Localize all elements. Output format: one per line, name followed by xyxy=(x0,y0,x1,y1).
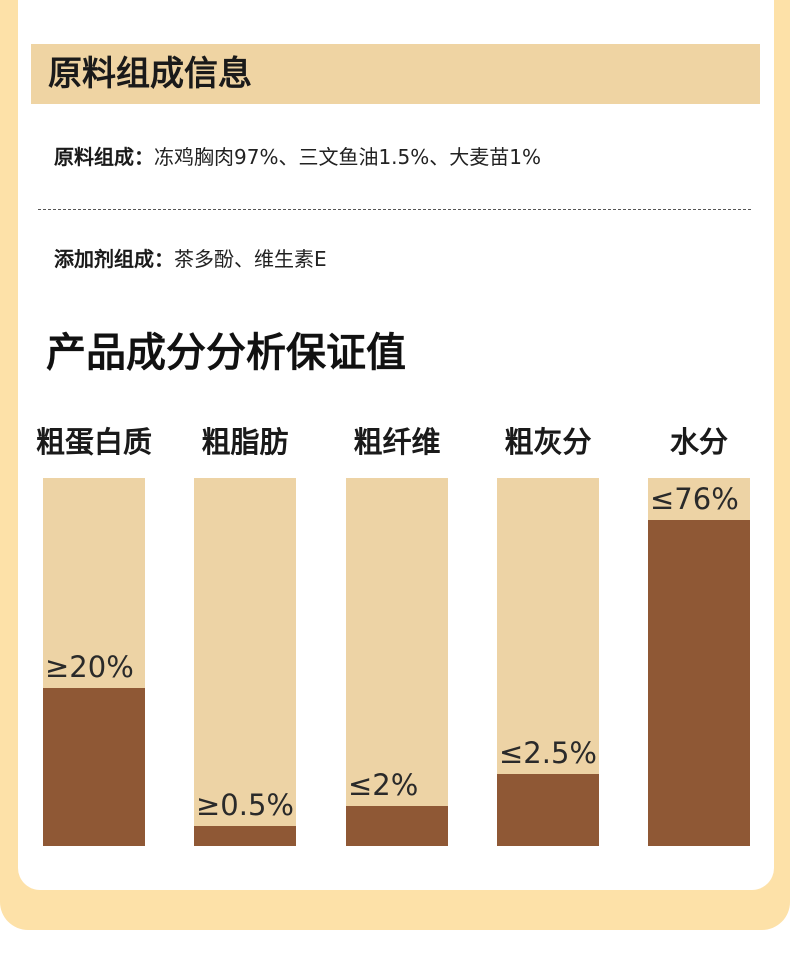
bar-track xyxy=(43,478,145,846)
additives-value: 茶多酚、维生素E xyxy=(174,247,327,271)
bar-fill xyxy=(194,826,296,846)
bar-value-label: ≤2.5% xyxy=(499,736,597,770)
additives-row: 添加剂组成：茶多酚、维生素E xyxy=(54,245,327,273)
ingredients-value: 冻鸡胸肉97%、三文鱼油1.5%、大麦苗1% xyxy=(154,145,541,169)
bar-category-label: 粗脂肪 xyxy=(201,425,289,459)
bar-category-label: 水分 xyxy=(669,425,728,459)
dashed-divider xyxy=(38,209,751,210)
bar-fill xyxy=(43,688,145,846)
bar-fill xyxy=(497,774,599,846)
bar-track xyxy=(648,478,750,846)
section-header-band xyxy=(31,44,760,104)
bar-category-label: 粗蛋白质 xyxy=(35,425,152,459)
ingredients-label: 原料组成： xyxy=(54,145,154,169)
bar-category-label: 粗纤维 xyxy=(353,425,441,459)
ingredients-row: 原料组成：冻鸡胸肉97%、三文鱼油1.5%、大麦苗1% xyxy=(54,143,541,171)
ingredients-section-title: 原料组成信息 xyxy=(48,54,252,94)
bar-track xyxy=(346,478,448,846)
bar-fill xyxy=(346,806,448,846)
bar-track xyxy=(194,478,296,846)
bar-track xyxy=(497,478,599,846)
additives-label: 添加剂组成： xyxy=(54,247,174,271)
analysis-section-title: 产品成分分析保证值 xyxy=(46,330,406,376)
bar-value-label: ≥20% xyxy=(45,650,134,684)
bar-value-label: ≥0.5% xyxy=(196,788,294,822)
bar-value-label: ≤2% xyxy=(348,768,419,802)
bar-value-label: ≤76% xyxy=(650,482,739,516)
bar-fill xyxy=(648,520,750,846)
bar-category-label: 粗灰分 xyxy=(504,425,592,459)
